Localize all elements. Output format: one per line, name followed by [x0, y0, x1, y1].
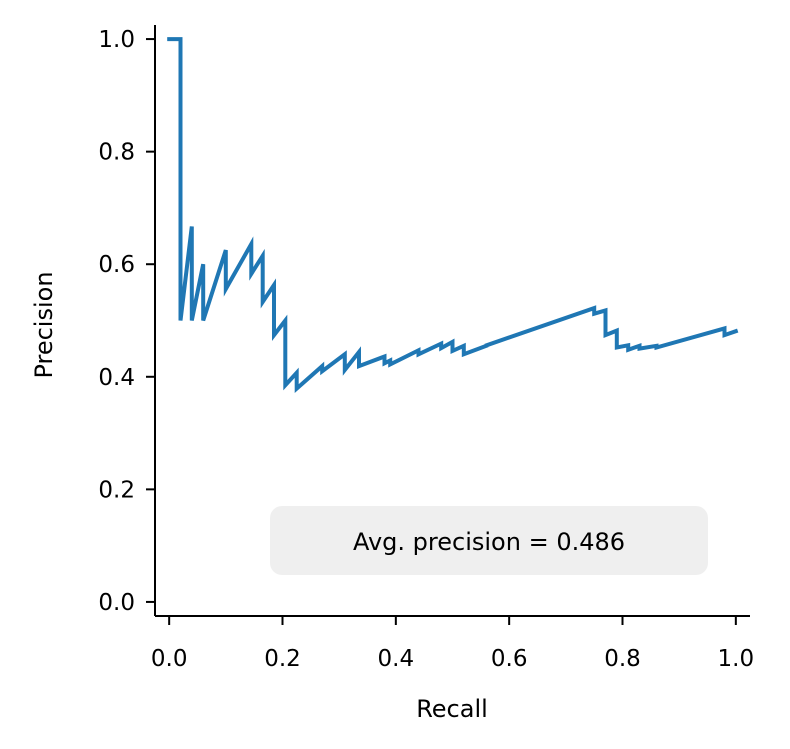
x-axis-title: Recall — [416, 695, 488, 723]
y-tick-label: 1.0 — [98, 27, 135, 53]
x-tick-label: 1.0 — [718, 646, 755, 672]
x-tick-label: 0.2 — [264, 646, 301, 672]
precision-recall-line — [167, 37, 739, 394]
y-axis-title: Precision — [30, 271, 58, 378]
y-tick-label: 0.0 — [98, 590, 135, 616]
x-tick-label: 0.8 — [604, 646, 641, 672]
annotation-box — [270, 506, 708, 575]
y-tick-label: 0.6 — [98, 252, 135, 278]
y-tick-label: 0.8 — [98, 140, 135, 166]
x-tick-label: 0.0 — [151, 646, 188, 672]
avg-precision-annotation: Avg. precision = 0.486 — [270, 506, 708, 575]
y-tick-label: 0.4 — [98, 365, 135, 391]
y-tick-label: 0.2 — [98, 477, 135, 503]
plot-area — [167, 37, 739, 394]
x-tick-label: 0.6 — [491, 646, 528, 672]
x-axis-ticks: 0.0 0.2 0.4 0.6 0.8 1.0 — [151, 616, 754, 672]
x-tick-label: 0.4 — [378, 646, 415, 672]
annotation-text: Avg. precision = 0.486 — [353, 528, 625, 556]
y-axis-ticks: 0.0 0.2 0.4 0.6 0.8 1.0 — [98, 27, 155, 616]
